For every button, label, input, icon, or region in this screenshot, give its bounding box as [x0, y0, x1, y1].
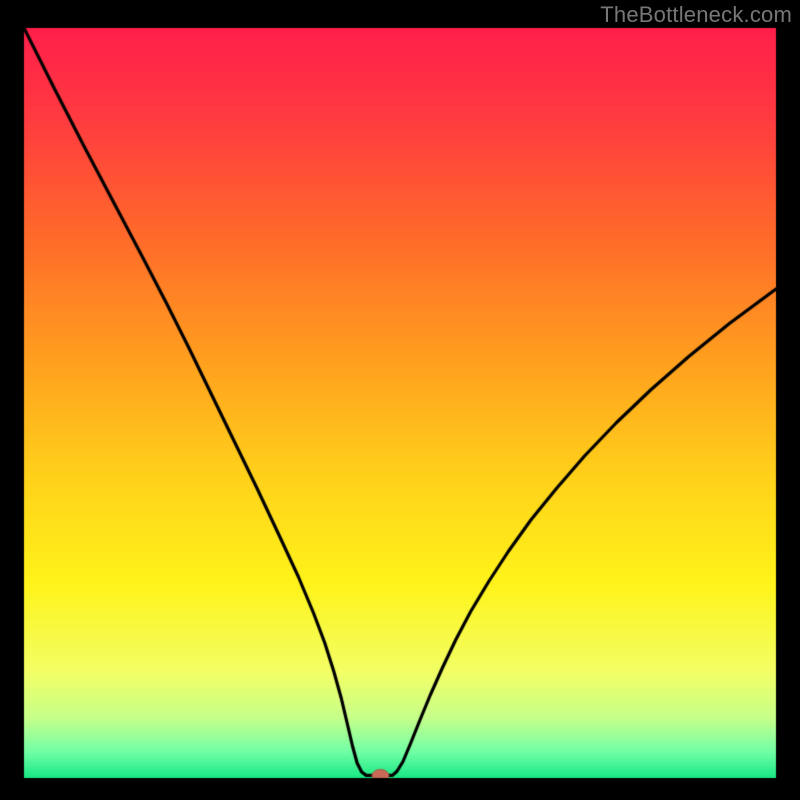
attribution-watermark: TheBottleneck.com: [600, 2, 792, 28]
bottleneck-curve-chart: [0, 0, 800, 800]
